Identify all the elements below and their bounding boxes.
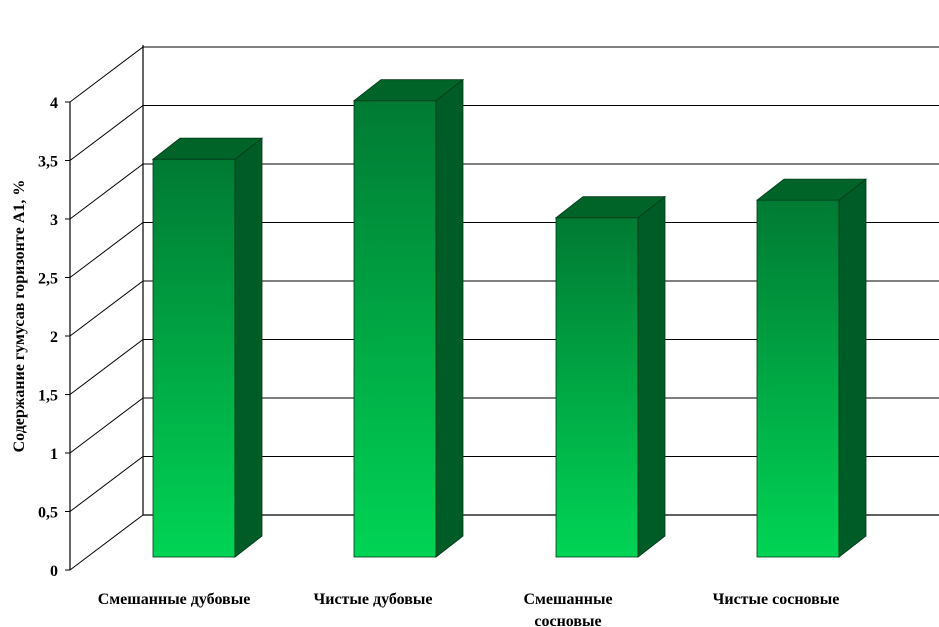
y-tick-label: 2 xyxy=(50,329,58,346)
side-wall-gridline xyxy=(69,280,144,337)
y-tick-label: 2,5 xyxy=(38,271,58,288)
y-tick-label: 3 xyxy=(50,212,58,229)
side-wall-gridline xyxy=(69,222,144,278)
bars xyxy=(151,78,868,558)
bar-front xyxy=(756,199,840,558)
side-wall-gridline xyxy=(69,105,144,161)
bar xyxy=(755,178,868,558)
bar xyxy=(151,137,264,558)
x-category-label: Чистые дубовые xyxy=(313,591,432,608)
side-wall-gridline xyxy=(69,514,144,571)
bar-side xyxy=(637,195,666,558)
x-axis-categories: Смешанные дубовые Чистые дубовые Смешанные… xyxy=(98,591,840,627)
bar-front xyxy=(152,158,236,558)
y-axis-ticks: 0 0,5 1 1,5 2 2,5 3 3,5 4 xyxy=(38,95,70,580)
bar-top xyxy=(554,196,667,219)
bar xyxy=(554,195,667,558)
bar-front xyxy=(555,217,639,558)
bar-top xyxy=(151,137,264,160)
y-tick-label: 1,5 xyxy=(38,388,58,405)
bar-side xyxy=(234,137,263,558)
side-wall-gridline xyxy=(69,163,144,220)
bar xyxy=(352,78,465,558)
y-tick-label: 0,5 xyxy=(38,505,58,522)
x-category-label: Чистые сосновые xyxy=(713,591,840,608)
side-wall-gridline xyxy=(69,397,144,454)
bar-side xyxy=(435,78,464,558)
bar-side xyxy=(838,178,867,558)
side-wall-gridline xyxy=(69,456,144,512)
y-tick-label: 1 xyxy=(50,446,58,463)
y-tick-label: 0 xyxy=(50,563,58,580)
y-tick-label: 4 xyxy=(50,95,58,112)
x-category-label: Смешанные дубовые xyxy=(98,591,251,608)
x-category-label: Смешанные сосновые xyxy=(523,591,612,627)
y-axis-label: Содержание гумусав горизонте А1, % xyxy=(11,180,28,453)
bar-top xyxy=(352,79,465,102)
bar-front xyxy=(353,100,437,558)
side-wall-gridline xyxy=(69,46,144,103)
y-tick-label: 3,5 xyxy=(38,154,58,171)
bar-top xyxy=(755,178,868,201)
side-wall-gridline xyxy=(69,339,144,395)
